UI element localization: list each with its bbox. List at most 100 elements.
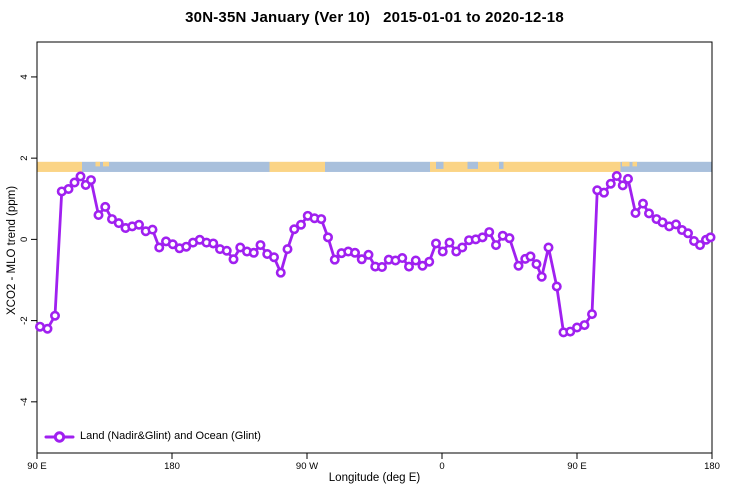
data-point bbox=[235, 242, 246, 253]
data-point bbox=[42, 323, 53, 334]
data-point bbox=[376, 261, 387, 272]
data-point bbox=[598, 187, 609, 198]
y-tick-label: 0 bbox=[19, 237, 30, 242]
data-point bbox=[682, 228, 693, 239]
data-point bbox=[694, 240, 705, 251]
map-strip-segment-ocean bbox=[325, 161, 430, 172]
data-point bbox=[63, 184, 74, 195]
data-point bbox=[531, 259, 542, 270]
y-axis-label: XCO2 - MLO trend (ppm) bbox=[6, 185, 18, 315]
data-point bbox=[543, 242, 554, 253]
data-point bbox=[490, 240, 501, 251]
y-tick-label: 4 bbox=[19, 74, 30, 79]
data-point bbox=[349, 247, 360, 258]
data-point bbox=[154, 242, 165, 253]
x-tick-label: 180 bbox=[164, 461, 180, 472]
y-tick-label: -2 bbox=[19, 316, 30, 324]
data-point bbox=[403, 261, 414, 272]
data-point bbox=[107, 214, 118, 225]
data-point bbox=[536, 271, 547, 282]
data-point bbox=[670, 219, 681, 230]
map-strip-island-fleck bbox=[632, 161, 637, 167]
data-point bbox=[329, 254, 340, 265]
data-point bbox=[275, 267, 286, 278]
data-point bbox=[630, 207, 641, 218]
x-tick-label: 90 E bbox=[567, 461, 587, 472]
map-strip-island-fleck bbox=[103, 161, 109, 167]
x-tick-label: 90 E bbox=[27, 461, 47, 472]
data-point bbox=[513, 260, 524, 271]
map-strip-island-fleck bbox=[622, 161, 630, 167]
data-point bbox=[410, 255, 421, 266]
data-point bbox=[637, 198, 648, 209]
map-strip-ocean-patch bbox=[436, 161, 444, 169]
legend-marker bbox=[53, 431, 66, 443]
data-point bbox=[611, 171, 622, 182]
data-point bbox=[444, 237, 455, 248]
data-point bbox=[363, 249, 374, 260]
data-point bbox=[424, 256, 435, 267]
data-point bbox=[100, 201, 111, 212]
data-point bbox=[248, 247, 259, 258]
map-strip-segment-ocean bbox=[620, 161, 712, 172]
y-tick-label: 2 bbox=[19, 156, 30, 161]
map-strip-segment-ocean bbox=[82, 161, 270, 172]
data-point bbox=[113, 218, 124, 229]
data-point bbox=[221, 245, 232, 256]
data-point bbox=[417, 260, 428, 271]
data-point bbox=[525, 251, 536, 262]
map-strip-segment-land bbox=[269, 161, 325, 172]
x-tick-label: 180 bbox=[704, 461, 720, 472]
map-strip-ocean-patch bbox=[467, 161, 478, 169]
map-strip-ocean-patch bbox=[499, 161, 504, 169]
data-point bbox=[255, 240, 266, 251]
map-strip-island-fleck bbox=[95, 161, 100, 167]
chart-title: 30N-35N January (Ver 10) 2015-01-01 to 2… bbox=[185, 9, 564, 26]
data-point bbox=[228, 254, 239, 265]
trend-line bbox=[38, 174, 712, 334]
data-point bbox=[134, 219, 145, 230]
data-point bbox=[289, 224, 300, 235]
data-point bbox=[147, 224, 158, 235]
data-point bbox=[622, 173, 633, 184]
data-point bbox=[586, 309, 597, 320]
data-point bbox=[643, 208, 654, 219]
data-point bbox=[69, 177, 80, 188]
data-point bbox=[49, 310, 60, 321]
x-axis-label: Longitude (deg E) bbox=[328, 472, 421, 484]
data-point bbox=[316, 214, 327, 225]
data-point bbox=[282, 244, 293, 255]
plot-border bbox=[36, 41, 713, 454]
data-point bbox=[437, 246, 448, 257]
x-tick-label: 0 bbox=[439, 461, 444, 472]
data-point bbox=[657, 217, 668, 228]
data-point bbox=[579, 320, 590, 331]
data-point bbox=[705, 232, 716, 243]
data-point bbox=[356, 254, 367, 265]
data-point bbox=[484, 227, 495, 238]
data-point bbox=[605, 178, 616, 189]
data-point bbox=[617, 180, 628, 191]
data-point bbox=[181, 241, 192, 252]
data-point bbox=[75, 171, 86, 182]
map-strip-segment-land bbox=[37, 161, 82, 172]
data-point bbox=[295, 219, 306, 230]
data-point bbox=[167, 239, 178, 250]
y-tick-label: -4 bbox=[19, 398, 30, 406]
data-point bbox=[504, 233, 515, 244]
data-point bbox=[93, 210, 104, 221]
data-point bbox=[397, 253, 408, 264]
data-point bbox=[457, 242, 468, 253]
data-point bbox=[208, 238, 219, 249]
data-point bbox=[322, 232, 333, 243]
legend-label: Land (Nadir&Glint) and Ocean (Glint) bbox=[80, 430, 261, 442]
map-strip-segment-land bbox=[430, 161, 621, 172]
data-point bbox=[86, 175, 97, 186]
data-point bbox=[268, 252, 279, 263]
data-point bbox=[565, 326, 576, 337]
x-tick-label: 90 W bbox=[296, 461, 318, 472]
data-point bbox=[430, 238, 441, 249]
data-point bbox=[551, 281, 562, 292]
